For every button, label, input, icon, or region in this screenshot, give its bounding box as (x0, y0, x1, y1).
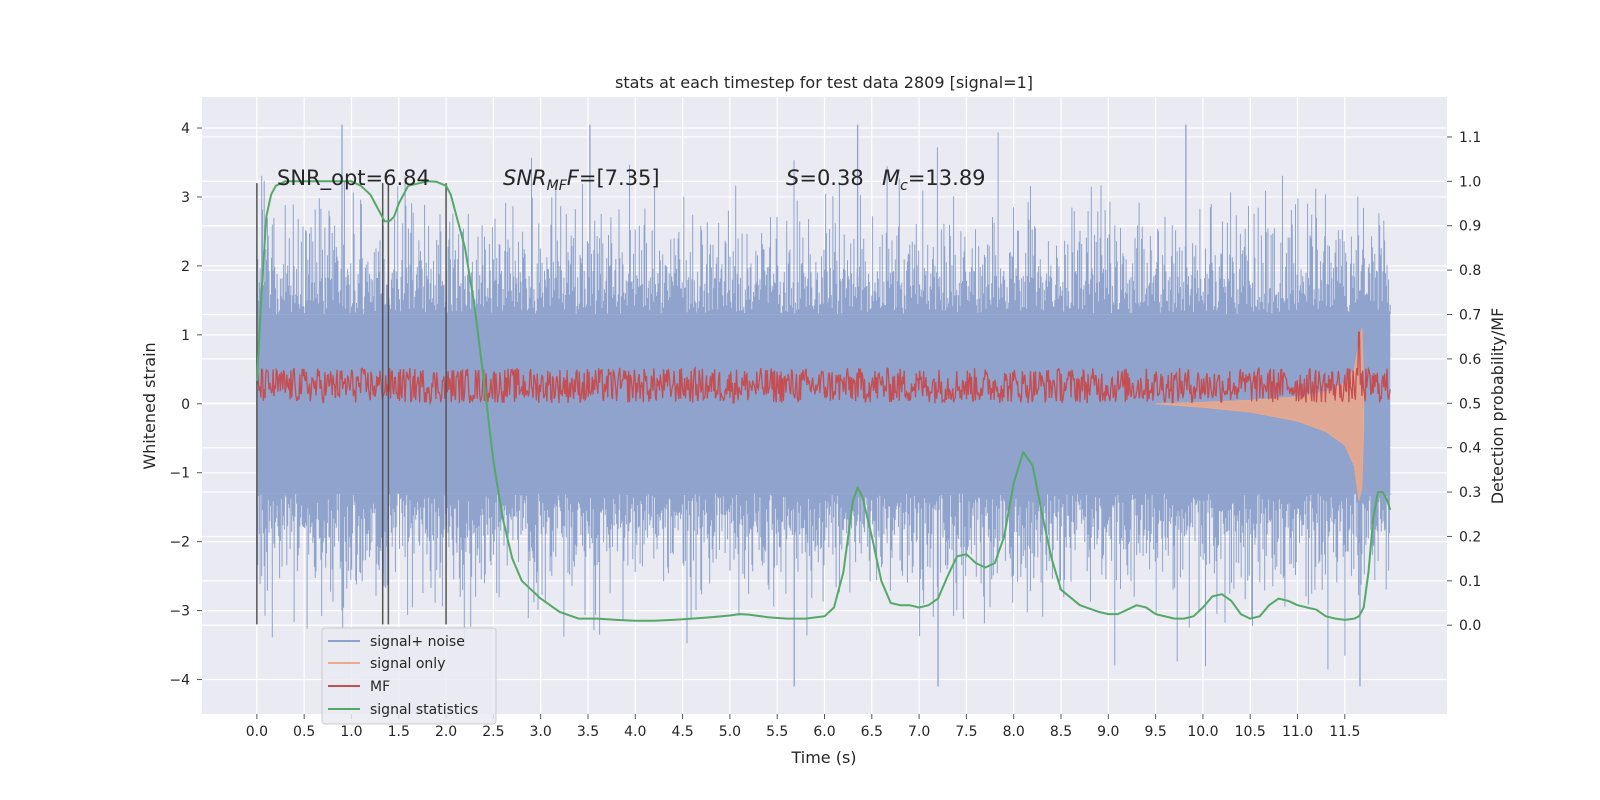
x-tick-label: 7.0 (908, 724, 930, 740)
x-tick-label: 2.0 (435, 724, 457, 740)
y-right-tick-label: 1.0 (1459, 174, 1481, 190)
x-tick-label: 5.0 (719, 724, 741, 740)
annotation-mc-value: =13.89 (908, 166, 986, 190)
annotation-s-symbol: S (786, 166, 799, 190)
x-tick-label: 10.5 (1235, 724, 1266, 740)
y-right-tick-label: 1.1 (1459, 130, 1481, 146)
y-tick-label: 4 (181, 121, 190, 137)
x-tick-label: 6.5 (861, 724, 883, 740)
annotation-mc-subscript: c (900, 178, 908, 194)
y-right-tick-label: 0.7 (1459, 308, 1481, 324)
annotations: SNR_opt=6.84 SNRMFF=[7.35] S=0.38 Mc=13.… (277, 166, 986, 194)
y-right-tick-label: 0.5 (1459, 396, 1481, 412)
y-tick-label: 3 (181, 190, 190, 206)
y-right-tick-label: 0.2 (1459, 529, 1481, 545)
x-tick-label: 1.5 (388, 724, 410, 740)
series-layer (255, 124, 1392, 687)
chart-title: stats at each timestep for test data 280… (615, 73, 1033, 92)
legend-box (321, 627, 497, 725)
series-signal-statistics (255, 180, 1392, 622)
annotation-snr-mf-symbol-2: F (567, 166, 580, 190)
x-tick-label: 11.0 (1282, 724, 1313, 740)
y-tick-label: 2 (181, 259, 190, 275)
legend-label-signal-only: signal only (370, 656, 445, 672)
y-tick-label: 0 (181, 397, 190, 413)
y-axis-right-title: Detection probability/MF (1488, 308, 1507, 505)
annotation-snr-mf-symbol: SNR (503, 166, 547, 190)
annotation-mc: Mc=13.89 (882, 166, 986, 194)
x-tick-label: 7.5 (955, 724, 977, 740)
annotation-mc-symbol: M (882, 166, 900, 190)
annotation-snr-mf-subscript: MF (547, 178, 568, 194)
y-right-tick-label: 0.1 (1459, 574, 1481, 590)
y-right-tick-label: 0.6 (1459, 352, 1481, 368)
x-tick-label: 10.0 (1187, 724, 1218, 740)
y-right-tick-label: 0.3 (1459, 485, 1481, 501)
x-tick-label: 2.5 (482, 724, 504, 740)
annotation-s-value: =0.38 (799, 166, 863, 190)
y-tick-label: −4 (169, 673, 190, 689)
y-tick-label: −1 (169, 466, 190, 482)
y-right-tick-label: 0.4 (1459, 441, 1481, 457)
y-axis-title: Whitened strain (140, 342, 159, 469)
x-tick-label: 3.0 (530, 724, 552, 740)
legend-label-signal-noise: signal+ noise (370, 634, 465, 650)
legend-label-signal-statistics: signal statistics (370, 702, 478, 718)
y-right-tick-label: 0.8 (1459, 263, 1481, 279)
x-tick-label: 8.5 (1050, 724, 1072, 740)
legend-label-mf: MF (370, 679, 390, 695)
x-tick-label: 1.0 (340, 724, 362, 740)
y-axis-right: 0.0 0.1 0.2 0.3 0.4 0.5 0.6 0.7 0.8 0.9 1.0 1.1 (1447, 130, 1481, 634)
x-tick-label: 4.5 (671, 724, 693, 740)
y-tick-label: −3 (169, 604, 190, 620)
annotation-snr-opt: SNR_opt=6.84 (277, 166, 430, 191)
x-tick-label: 9.5 (1144, 724, 1166, 740)
x-tick-label: 0.0 (246, 724, 268, 740)
x-axis-title: Time (s) (790, 748, 856, 767)
legend: signal+ noise signal only MF signal stat… (321, 627, 497, 725)
x-tick-label: 4.0 (624, 724, 646, 740)
y-tick-label: −2 (169, 535, 190, 551)
y-right-tick-label: 0.0 (1459, 618, 1481, 634)
x-tick-label: 0.5 (293, 724, 315, 740)
y-right-tick-label: 0.9 (1459, 219, 1481, 235)
x-tick-label: 6.0 (813, 724, 835, 740)
x-tick-label: 8.0 (1003, 724, 1025, 740)
x-tick-label: 9.0 (1097, 724, 1119, 740)
x-tick-label: 3.5 (577, 724, 599, 740)
x-axis: 0.0 0.5 1.0 1.5 2.0 2.5 3.0 3.5 4.0 4.5 5.0 5.5 6.0 6… (246, 714, 1360, 740)
annotation-snr-mf: SNRMFF=[7.35] (503, 166, 660, 194)
annotation-s: S=0.38 (786, 166, 864, 190)
y-tick-label: 1 (181, 328, 190, 344)
x-tick-label: 5.5 (766, 724, 788, 740)
y-axis-left: −4 −3 −2 −1 0 1 2 3 4 (169, 121, 202, 689)
annotation-snr-mf-value: =[7.35] (579, 166, 660, 190)
x-tick-label: 11.5 (1329, 724, 1360, 740)
